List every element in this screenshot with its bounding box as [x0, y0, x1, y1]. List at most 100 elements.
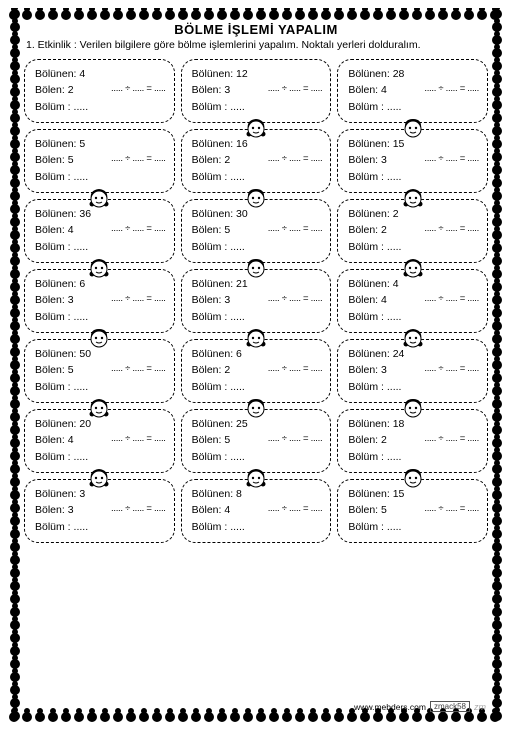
equation-blank: ..... ÷ ..... = .....: [424, 432, 479, 448]
footer-signature: zm: [474, 702, 486, 712]
divisor-row: Bölen: 5 ..... ÷ ..... = .....: [35, 362, 166, 378]
divisor-row: Bölen: 4 ..... ÷ ..... = .....: [35, 432, 166, 448]
divisor-row: Bölen: 3 ..... ÷ ..... = .....: [192, 82, 323, 98]
quotient-label: Bölüm :: [35, 171, 71, 183]
quotient-row: Bölüm : .....: [348, 309, 479, 325]
quotient-row: Bölüm : .....: [35, 239, 166, 255]
exercise-box: Bölünen: 5 Bölen: 5 ..... ÷ ..... = ....…: [24, 129, 175, 193]
footer-author: zmack58: [430, 701, 470, 712]
quotient-blank: .....: [387, 521, 402, 533]
dividend-label: Bölünen:: [348, 68, 389, 80]
quotient-label: Bölüm :: [348, 311, 384, 323]
divisor-value: 5: [68, 154, 74, 166]
girl-face-icon: [244, 326, 268, 350]
quotient-blank: .....: [230, 381, 245, 393]
quotient-blank: .....: [387, 381, 402, 393]
footer: www.mebders.com zmack58 zm: [354, 701, 486, 712]
quotient-row: Bölüm : .....: [35, 519, 166, 535]
divisor-label: Bölen:: [348, 504, 378, 516]
dividend-label: Bölünen:: [35, 418, 76, 430]
equation-blank: ..... ÷ ..... = .....: [111, 82, 166, 98]
quotient-label: Bölüm :: [348, 451, 384, 463]
dividend-label: Bölünen:: [192, 138, 233, 150]
dividend-row: Bölünen: 4: [35, 66, 166, 82]
exercise-box: Bölünen: 4 Bölen: 2 ..... ÷ ..... = ....…: [24, 59, 175, 123]
divisor-label: Bölen:: [192, 504, 222, 516]
quotient-row: Bölüm : .....: [348, 379, 479, 395]
quotient-row: Bölüm : .....: [192, 449, 323, 465]
divisor-label: Bölen:: [35, 504, 65, 516]
dividend-label: Bölünen:: [348, 418, 389, 430]
divisor-row: Bölen: 5 ..... ÷ ..... = .....: [192, 222, 323, 238]
quotient-row: Bölüm : .....: [348, 449, 479, 465]
quotient-label: Bölüm :: [35, 521, 71, 533]
divisor-value: 4: [381, 294, 387, 306]
dividend-label: Bölünen:: [348, 278, 389, 290]
quotient-row: Bölüm : .....: [35, 309, 166, 325]
divisor-value: 2: [381, 434, 387, 446]
dividend-row: Bölünen: 5: [35, 136, 166, 152]
dividend-label: Bölünen:: [192, 68, 233, 80]
quotient-blank: .....: [230, 521, 245, 533]
quotient-label: Bölüm :: [192, 241, 228, 253]
quotient-label: Bölüm :: [192, 451, 228, 463]
boy-face-icon: [244, 186, 268, 210]
quotient-blank: .....: [74, 451, 89, 463]
divisor-row: Bölen: 2 ..... ÷ ..... = .....: [348, 222, 479, 238]
equation-blank: ..... ÷ ..... = .....: [268, 222, 323, 238]
divisor-row: Bölen: 5 ..... ÷ ..... = .....: [35, 152, 166, 168]
equation-blank: ..... ÷ ..... = .....: [111, 222, 166, 238]
divisor-row: Bölen: 4 ..... ÷ ..... = .....: [35, 222, 166, 238]
girl-face-icon: [87, 466, 111, 490]
dividend-label: Bölünen:: [35, 138, 76, 150]
exercise-grid: Bölünen: 4 Bölen: 2 ..... ÷ ..... = ....…: [22, 59, 490, 543]
equation-blank: ..... ÷ ..... = .....: [268, 292, 323, 308]
divisor-value: 2: [224, 154, 230, 166]
divisor-label: Bölen:: [35, 224, 65, 236]
divisor-label: Bölen:: [35, 84, 65, 96]
dividend-value: 8: [236, 488, 242, 500]
quotient-blank: .....: [230, 311, 245, 323]
quotient-blank: .....: [387, 451, 402, 463]
quotient-row: Bölüm : .....: [192, 99, 323, 115]
quotient-row: Bölüm : .....: [348, 169, 479, 185]
divisor-value: 3: [381, 364, 387, 376]
boy-face-icon: [87, 326, 111, 350]
dividend-value: 4: [393, 278, 399, 290]
quotient-blank: .....: [387, 241, 402, 253]
divisor-row: Bölen: 5 ..... ÷ ..... = .....: [192, 432, 323, 448]
divisor-label: Bölen:: [35, 434, 65, 446]
quotient-label: Bölüm :: [35, 241, 71, 253]
quotient-row: Bölüm : .....: [35, 379, 166, 395]
dividend-value: 6: [79, 278, 85, 290]
dividend-label: Bölünen:: [35, 68, 76, 80]
divisor-value: 4: [381, 84, 387, 96]
dividend-value: 28: [393, 68, 405, 80]
quotient-label: Bölüm :: [35, 451, 71, 463]
equation-blank: ..... ÷ ..... = .....: [268, 362, 323, 378]
divisor-value: 2: [224, 364, 230, 376]
divisor-row: Bölen: 3 ..... ÷ ..... = .....: [192, 292, 323, 308]
divisor-row: Bölen: 3 ..... ÷ ..... = .....: [348, 152, 479, 168]
divisor-label: Bölen:: [348, 434, 378, 446]
equation-blank: ..... ÷ ..... = .....: [424, 502, 479, 518]
equation-blank: ..... ÷ ..... = .....: [268, 432, 323, 448]
divisor-label: Bölen:: [192, 84, 222, 96]
divisor-label: Bölen:: [192, 224, 222, 236]
dividend-label: Bölünen:: [192, 488, 233, 500]
quotient-blank: .....: [74, 521, 89, 533]
equation-blank: ..... ÷ ..... = .....: [111, 152, 166, 168]
quotient-row: Bölüm : .....: [192, 169, 323, 185]
divisor-label: Bölen:: [192, 434, 222, 446]
equation-blank: ..... ÷ ..... = .....: [424, 82, 479, 98]
boy-face-icon: [401, 396, 425, 420]
quotient-row: Bölüm : .....: [192, 379, 323, 395]
divisor-value: 3: [68, 294, 74, 306]
dividend-value: 4: [79, 68, 85, 80]
divisor-value: 2: [381, 224, 387, 236]
quotient-label: Bölüm :: [348, 381, 384, 393]
dividend-row: Bölünen: 28: [348, 66, 479, 82]
divisor-value: 3: [68, 504, 74, 516]
girl-face-icon: [401, 256, 425, 280]
dividend-label: Bölünen:: [348, 348, 389, 360]
